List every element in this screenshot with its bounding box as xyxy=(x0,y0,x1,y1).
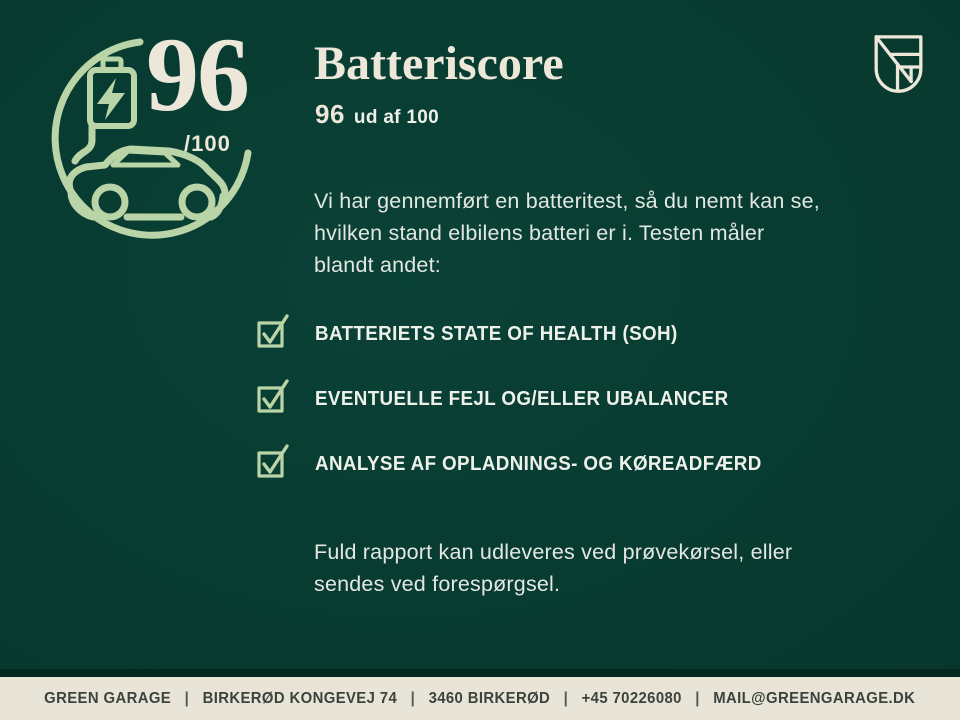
check-item: ANALYSE AF OPLADNINGS- OG KØREADFÆRD xyxy=(256,444,790,484)
footer-email: MAIL@GREENGARAGE.DK xyxy=(713,689,916,707)
subtitle-text: ud af 100 xyxy=(353,107,439,128)
check-label: BATTERIETS STATE OF HEALTH (SOH) xyxy=(315,322,678,345)
footer-phone: +45 70226080 xyxy=(581,689,683,707)
intro-text: Vi har gennemført en batteritest, så du … xyxy=(314,189,820,277)
footer-separator: | xyxy=(563,689,569,707)
score-subtitle: 96 ud af 100 xyxy=(315,99,439,130)
footer-city: 3460 BIRKERØD xyxy=(428,689,551,707)
battery-icon xyxy=(87,56,137,129)
green-garage-shield-logo-icon xyxy=(874,35,923,93)
checkbox-checked-icon xyxy=(257,444,289,478)
car-icon xyxy=(65,145,229,221)
score-value: 96 xyxy=(146,16,250,133)
checkbox-checked-icon xyxy=(257,314,289,348)
footer-bar: GREEN GARAGE | BIRKERØD KONGEVEJ 74 | 34… xyxy=(0,669,960,720)
check-label: ANALYSE AF OPLADNINGS- OG KØREADFÆRD xyxy=(315,452,762,475)
footer-company: GREEN GARAGE xyxy=(44,689,172,707)
footer-separator: | xyxy=(695,689,701,707)
lightning-bolt-icon xyxy=(97,78,125,120)
battery-score-badge-icon xyxy=(51,38,252,239)
check-label: EVENTUELLE FEJL OG/ELLER UBALANCER xyxy=(315,387,729,410)
charging-cable xyxy=(71,122,96,165)
footer-separator: | xyxy=(410,689,416,707)
check-item: EVENTUELLE FEJL OG/ELLER UBALANCER xyxy=(256,379,790,419)
page-title: Batteriscore xyxy=(314,37,564,90)
checklist: BATTERIETS STATE OF HEALTH (SOH) EVENTUE… xyxy=(256,314,790,509)
outro-text: Fuld rapport kan udleveres ved prøvekørs… xyxy=(314,540,793,596)
footer-address: BIRKERØD KONGEVEJ 74 xyxy=(202,689,398,707)
score-denominator: /100 xyxy=(184,131,231,156)
check-item: BATTERIETS STATE OF HEALTH (SOH) xyxy=(256,314,790,354)
footer-separator: | xyxy=(184,689,190,707)
subtitle-score: 96 xyxy=(315,99,345,129)
checkbox-checked-icon xyxy=(257,379,289,413)
footer-contact-line: GREEN GARAGE | BIRKERØD KONGEVEJ 74 | 34… xyxy=(44,690,915,708)
